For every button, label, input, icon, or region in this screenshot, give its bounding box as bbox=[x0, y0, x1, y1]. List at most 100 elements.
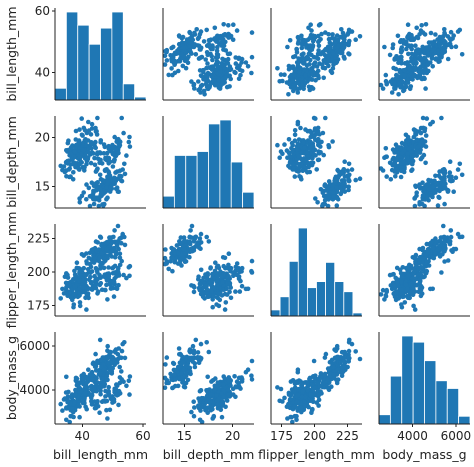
scatter-point bbox=[221, 47, 226, 52]
scatter-point bbox=[215, 402, 220, 408]
scatter-point bbox=[448, 234, 454, 240]
scatter-point bbox=[357, 34, 363, 39]
scatter-point bbox=[81, 371, 86, 377]
scatter-point bbox=[77, 385, 82, 391]
panel-bill_length_mm-vs-bill_length_mm: 40 60 bbox=[35, 4, 147, 101]
scatter-point bbox=[105, 343, 110, 349]
scatter-point bbox=[77, 162, 82, 167]
scatter-point bbox=[412, 256, 418, 261]
scatter-point bbox=[114, 360, 120, 365]
scatter-point bbox=[217, 69, 223, 74]
scatter-point bbox=[105, 297, 110, 302]
scatter-point bbox=[205, 272, 210, 278]
histogram-bar bbox=[185, 155, 198, 209]
scatter-point bbox=[98, 392, 103, 397]
scatter-point bbox=[212, 25, 218, 31]
scatter-point bbox=[420, 115, 426, 121]
scatter-point bbox=[388, 79, 394, 84]
scatter-point bbox=[393, 174, 398, 179]
scatter-point bbox=[294, 379, 300, 384]
scatter-point bbox=[310, 155, 315, 161]
scatter-point bbox=[191, 42, 197, 47]
scatter-point bbox=[445, 34, 451, 39]
scatter-point bbox=[86, 146, 92, 151]
scatter-point bbox=[190, 343, 196, 349]
scatter-point bbox=[313, 385, 318, 391]
scatter-point bbox=[315, 380, 320, 386]
scatter-point bbox=[82, 280, 88, 285]
scatter-point bbox=[432, 178, 437, 184]
scatter-point bbox=[169, 45, 174, 51]
scatter-point bbox=[442, 259, 447, 264]
scatter-point bbox=[435, 203, 441, 208]
scatter-point bbox=[295, 393, 301, 398]
scatter-point bbox=[292, 174, 298, 179]
panel-body_mass_g-vs-body_mass_g: 4000 6000 bbox=[378, 332, 471, 443]
scatter-point bbox=[208, 407, 214, 413]
x-axis-title: body_mass_g bbox=[382, 447, 466, 462]
scatter-point bbox=[114, 243, 120, 248]
scatter-point bbox=[353, 37, 359, 42]
scatter-point bbox=[295, 90, 301, 95]
scatter-point bbox=[420, 193, 426, 198]
scatter-point bbox=[119, 369, 124, 374]
scatter-point bbox=[98, 140, 103, 145]
scatter-point bbox=[387, 160, 393, 166]
scatter-point bbox=[86, 128, 92, 133]
scatter-point bbox=[338, 360, 343, 365]
scatter-point bbox=[109, 369, 115, 374]
scatter-point bbox=[91, 188, 96, 194]
panel-flipper_length_mm-vs-bill_length_mm: 175 200 225 bbox=[27, 223, 146, 317]
scatter-point bbox=[330, 50, 336, 56]
scatter-point bbox=[209, 54, 214, 59]
scatter-point bbox=[230, 37, 236, 42]
panel-flipper_length_mm-vs-bill_depth_mm bbox=[162, 223, 255, 317]
scatter-point bbox=[208, 265, 213, 270]
scatter-point bbox=[412, 289, 418, 294]
scatter-point bbox=[451, 246, 457, 252]
histogram-bar bbox=[100, 27, 113, 101]
scatter-point bbox=[299, 157, 305, 162]
scatter-point bbox=[74, 142, 80, 148]
scatter-point bbox=[114, 274, 119, 279]
scatter-point bbox=[65, 140, 71, 146]
scatter-point bbox=[334, 354, 340, 360]
scatter-point bbox=[310, 86, 316, 91]
scatter-point bbox=[330, 183, 336, 188]
scatter-point bbox=[186, 54, 191, 60]
scatter-point bbox=[417, 72, 423, 78]
scatter-point bbox=[221, 263, 226, 269]
scatter-point bbox=[64, 174, 69, 179]
scatter-point bbox=[308, 134, 314, 140]
scatter-point bbox=[451, 189, 457, 194]
scatter-point bbox=[102, 144, 108, 150]
scatter-point bbox=[296, 169, 301, 174]
scatter-point bbox=[405, 134, 411, 140]
scatter-point bbox=[70, 177, 76, 182]
scatter-point bbox=[311, 62, 317, 67]
scatter-point bbox=[445, 56, 451, 62]
scatter-point bbox=[275, 142, 280, 148]
scatter-point bbox=[331, 62, 336, 67]
scatter-point bbox=[189, 79, 194, 84]
scatter-point bbox=[204, 389, 210, 394]
scatter-point bbox=[223, 75, 228, 81]
scatter-point bbox=[243, 60, 249, 65]
scatter-point bbox=[215, 263, 221, 269]
scatter-point bbox=[405, 35, 411, 40]
scatter-point bbox=[399, 291, 404, 296]
scatter-point bbox=[212, 386, 217, 392]
scatter-point bbox=[89, 141, 94, 146]
scatter-point bbox=[420, 59, 426, 64]
scatter-point bbox=[70, 406, 75, 411]
scatter-point bbox=[113, 170, 118, 175]
scatter-point bbox=[191, 399, 196, 405]
scatter-point bbox=[215, 380, 221, 385]
scatter-point bbox=[210, 416, 215, 421]
scatter-point bbox=[292, 72, 297, 78]
scatter-point bbox=[414, 25, 420, 31]
scatter-point bbox=[418, 287, 424, 293]
scatter-point bbox=[197, 388, 203, 394]
scatter-point bbox=[193, 52, 199, 57]
scatter-point bbox=[83, 295, 88, 301]
